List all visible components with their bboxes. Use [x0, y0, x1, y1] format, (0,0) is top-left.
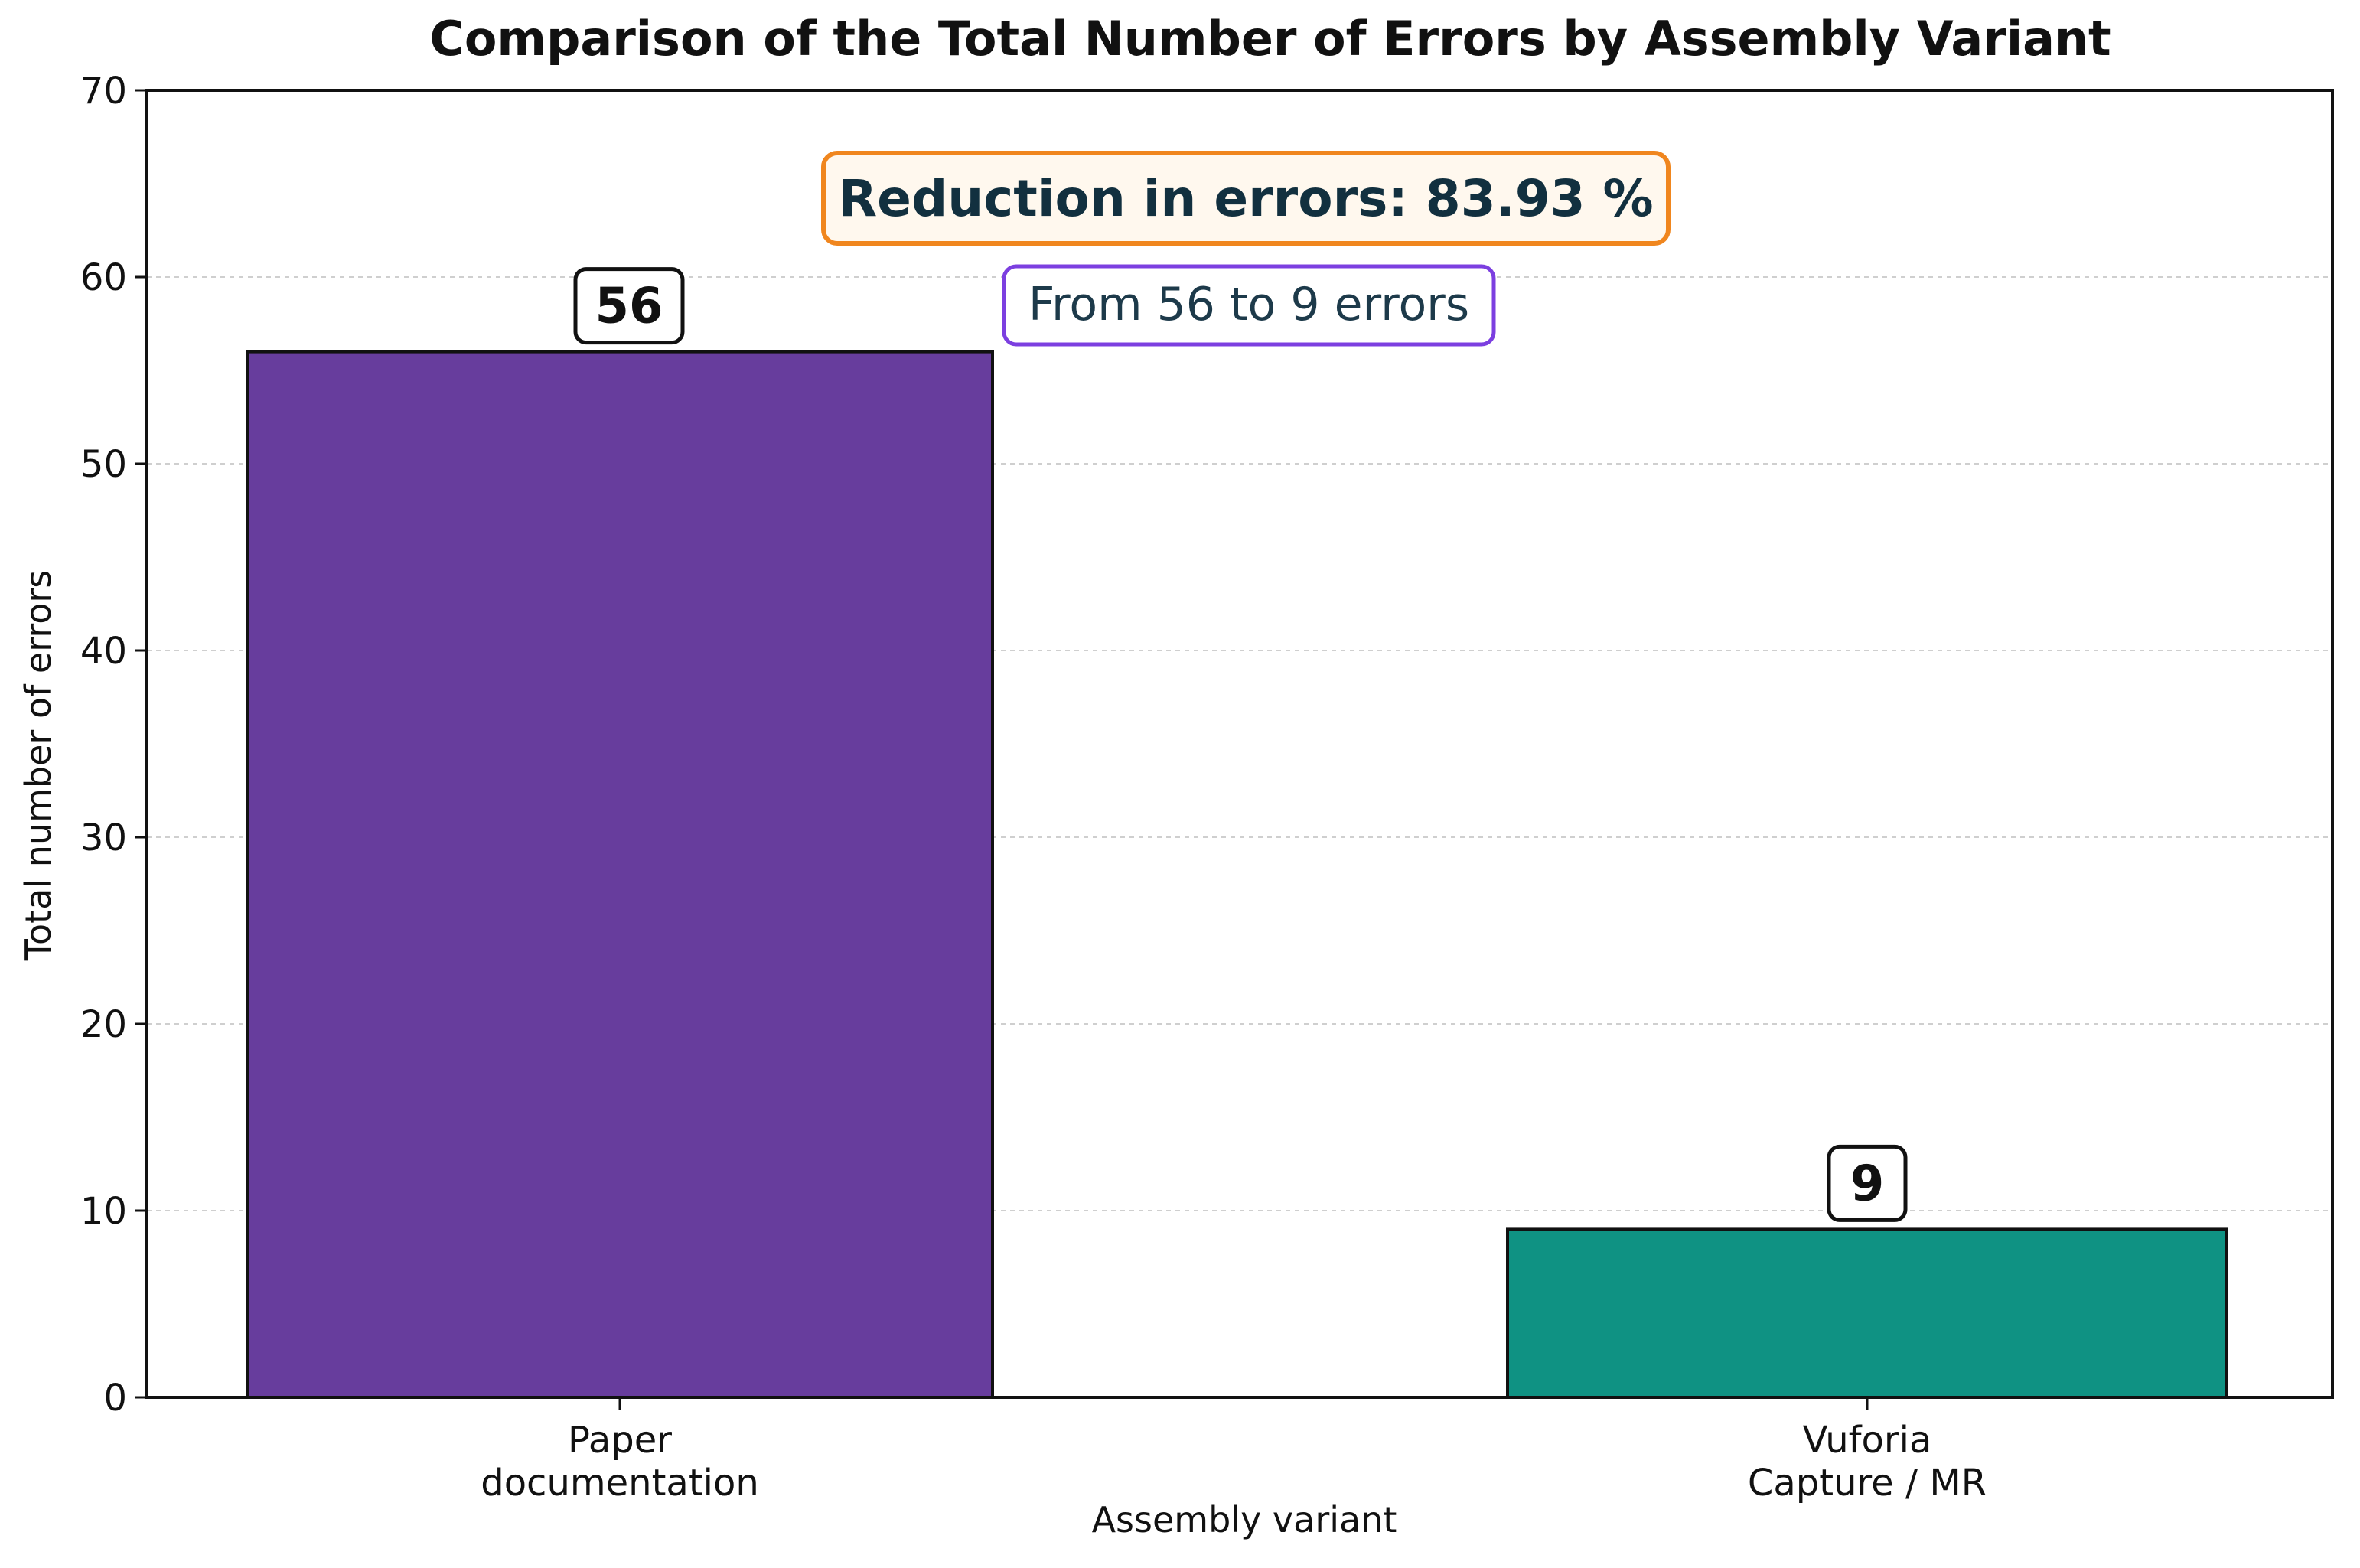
- value-label: 56: [595, 279, 663, 335]
- y-tick-label: 0: [103, 1377, 127, 1420]
- value-labels: 56 9: [573, 267, 1908, 1222]
- plot-frame: [145, 89, 2334, 1399]
- reduction-annotation: Reduction in errors: 83.93 %: [821, 151, 1671, 246]
- x-tick-label: documentation: [481, 1462, 759, 1504]
- chart-title: Comparison of the Total Number of Errors…: [429, 11, 2111, 67]
- y-axis: 0 10 20 30 40 50 60 70: [80, 70, 147, 1420]
- from-to-annotation-box: [1002, 264, 1496, 347]
- y-tick-label: 30: [80, 817, 127, 859]
- reduction-annotation-text: Reduction in errors: 83.93 %: [838, 169, 1653, 228]
- y-tick-label: 50: [80, 443, 127, 486]
- value-label: 9: [1850, 1156, 1885, 1212]
- value-label-box: [573, 267, 685, 345]
- y-tick-label: 40: [80, 630, 127, 673]
- y-axis-label: Total number of errors: [18, 570, 59, 962]
- x-tick-label: Capture / MR: [1748, 1462, 1987, 1504]
- y-tick-label: 70: [80, 70, 127, 112]
- x-tick-label: Paper: [568, 1419, 672, 1462]
- x-tick-label: Vuforia: [1803, 1419, 1932, 1462]
- reduction-annotation-box: [821, 151, 1671, 246]
- from-to-annotation: From 56 to 9 errors: [1002, 264, 1496, 347]
- bar-vuforia-capture-mr: [1506, 1227, 2228, 1400]
- y-tick-label: 10: [80, 1190, 127, 1233]
- from-to-annotation-text: From 56 to 9 errors: [1028, 278, 1469, 331]
- y-tick-label: 60: [80, 256, 127, 299]
- x-axis-label: Assembly variant: [1092, 1499, 1397, 1540]
- bars-layer: [246, 350, 2228, 1400]
- y-tick-label: 20: [80, 1003, 127, 1046]
- bar-paper-documentation: [246, 350, 994, 1400]
- value-label-box: [1827, 1144, 1908, 1222]
